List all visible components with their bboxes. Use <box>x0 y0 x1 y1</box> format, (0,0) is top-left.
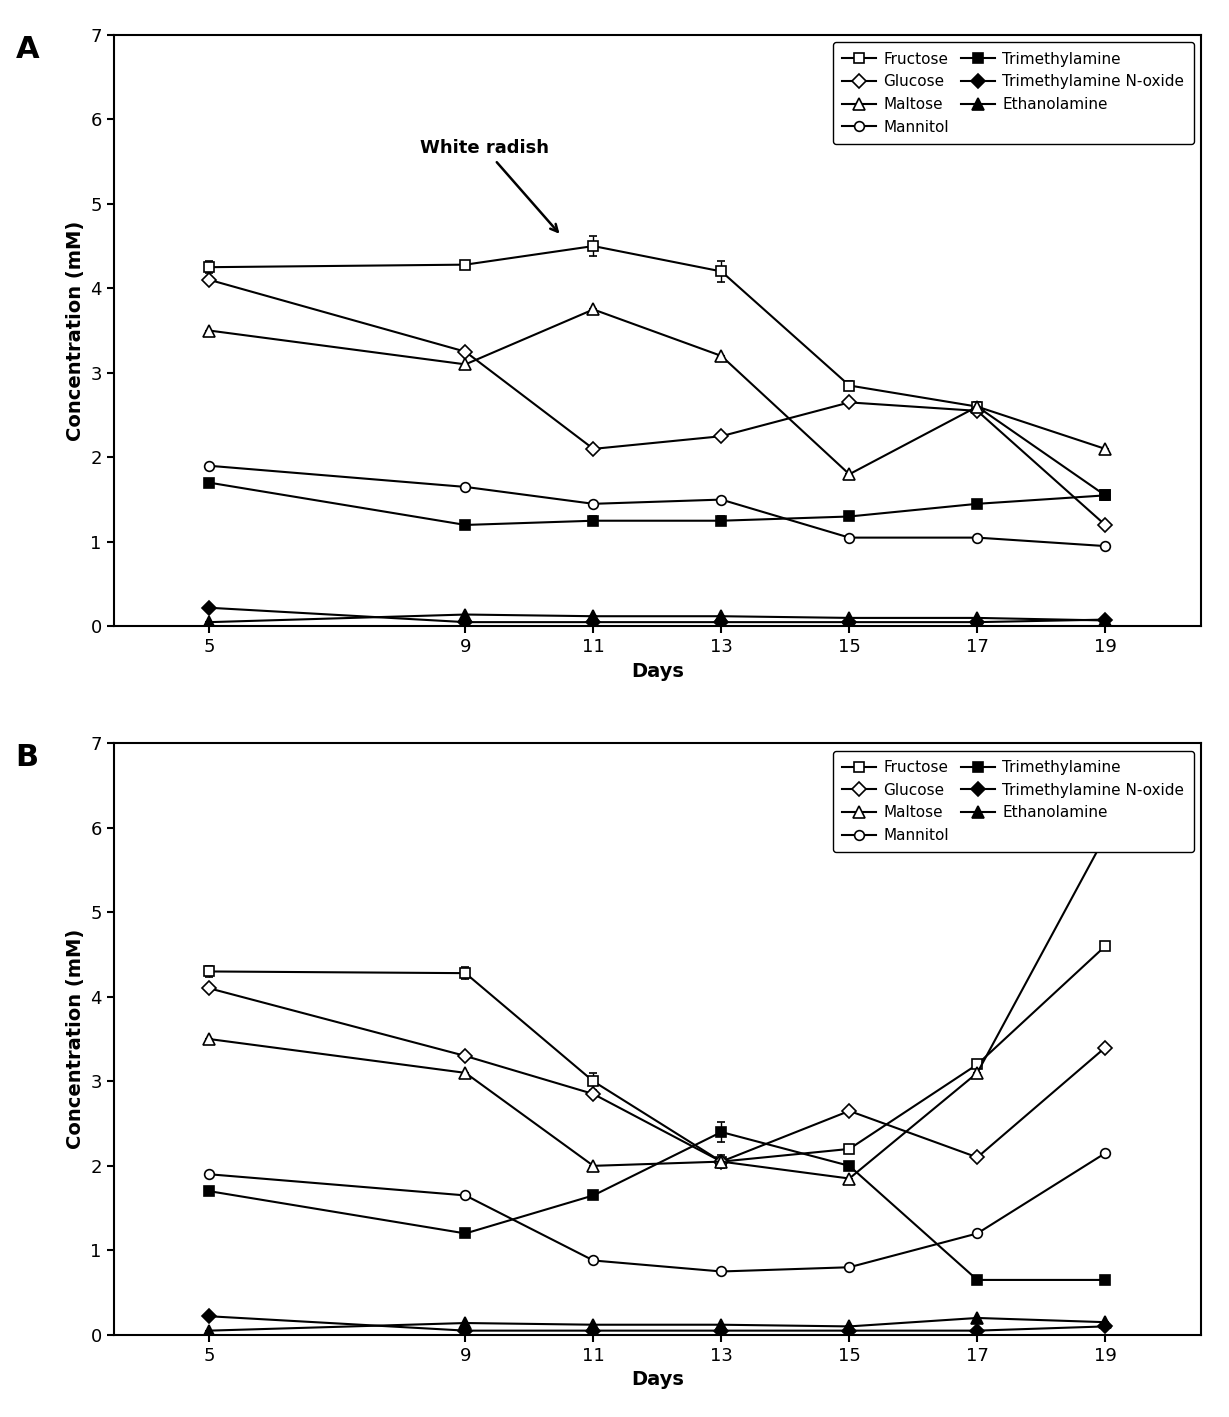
Y-axis label: Concentration (mM): Concentration (mM) <box>65 221 85 441</box>
Text: A: A <box>16 35 39 64</box>
Legend: Fructose, Glucose, Maltose, Mannitol, Trimethylamine, Trimethylamine N-oxide, Et: Fructose, Glucose, Maltose, Mannitol, Tr… <box>833 751 1193 852</box>
Y-axis label: Concentration (mM): Concentration (mM) <box>65 930 85 1149</box>
Legend: Fructose, Glucose, Maltose, Mannitol, Trimethylamine, Trimethylamine N-oxide, Et: Fructose, Glucose, Maltose, Mannitol, Tr… <box>833 43 1193 143</box>
X-axis label: Days: Days <box>630 1370 683 1389</box>
Text: B: B <box>16 744 39 772</box>
X-axis label: Days: Days <box>630 662 683 680</box>
Text: White radish: White radish <box>420 139 558 232</box>
